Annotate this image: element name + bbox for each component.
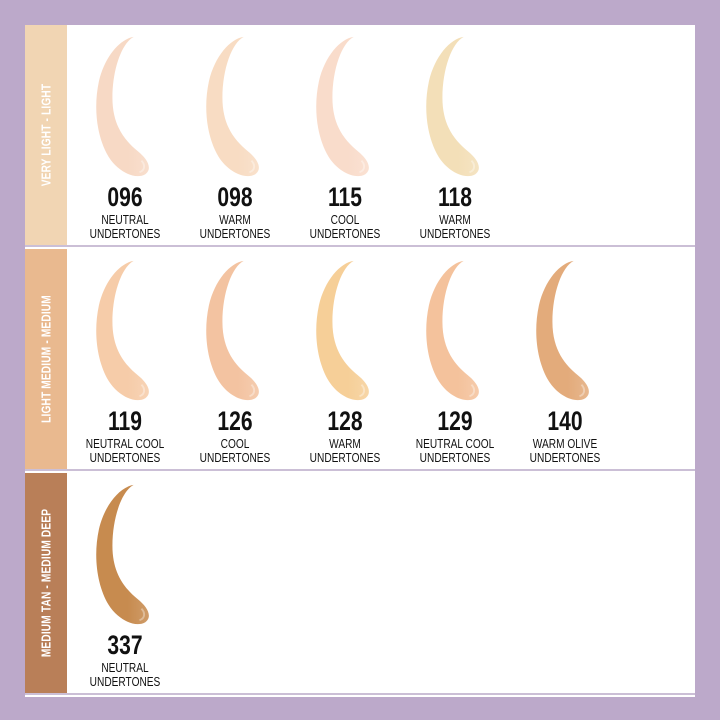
shade-code: 140: [547, 406, 583, 436]
shade-undertone: WARM UNDERTONES: [419, 212, 491, 241]
shade-undertone: NEUTRAL UNDERTONES: [89, 660, 161, 689]
category-label: VERY LIGHT - LIGHT: [38, 83, 54, 187]
shade-item: 096 NEUTRAL UNDERTONES: [70, 35, 180, 245]
shade-item: 140 WARM OLIVE UNDERTONES: [510, 259, 620, 469]
shade-swatch: [316, 36, 369, 177]
shade-chart: VERY LIGHT - LIGHT 096 NEUTRAL UNDERTONES…: [25, 25, 695, 697]
shade-undertone: NEUTRAL UNDERTONES: [89, 212, 161, 241]
shade-undertone: COOL UNDERTONES: [199, 436, 271, 465]
shade-code: 119: [108, 406, 142, 436]
shade-code: 128: [327, 406, 363, 436]
shade-item: 129 NEUTRAL COOL UNDERTONES: [400, 259, 510, 469]
shade-code: 115: [328, 182, 362, 212]
category-band: MEDIUM TAN - MEDIUM DEEP: [25, 473, 67, 693]
category-label: LIGHT MEDIUM - MEDIUM: [38, 295, 54, 423]
shade-swatch: [206, 260, 259, 401]
shade-code: 098: [217, 182, 253, 212]
shade-swatch: [96, 484, 149, 625]
shade-code: 126: [217, 406, 253, 436]
shade-undertone: NEUTRAL COOL UNDERTONES: [85, 436, 165, 465]
shade-item: 128 WARM UNDERTONES: [290, 259, 400, 469]
shade-swatch: [426, 260, 479, 401]
shade-code: 129: [437, 406, 473, 436]
shade-group-row: MEDIUM TAN - MEDIUM DEEP 337 NEUTRAL UNDE…: [25, 473, 695, 695]
shade-code: 118: [438, 182, 472, 212]
category-label: MEDIUM TAN - MEDIUM DEEP: [38, 508, 54, 658]
shade-undertone: WARM UNDERTONES: [199, 212, 271, 241]
shade-item: 337 NEUTRAL UNDERTONES: [70, 483, 180, 693]
shade-item: 098 WARM UNDERTONES: [180, 35, 290, 245]
shade-item: 115 COOL UNDERTONES: [290, 35, 400, 245]
shade-swatch: [426, 36, 479, 177]
shade-undertone: WARM UNDERTONES: [309, 436, 381, 465]
shade-group-row: LIGHT MEDIUM - MEDIUM 119 NEUTRAL COOL UN…: [25, 249, 695, 471]
shade-swatch: [536, 260, 589, 401]
shade-code: 337: [107, 630, 143, 660]
shade-code: 096: [107, 182, 143, 212]
shade-swatch: [206, 36, 259, 177]
shade-undertone: COOL UNDERTONES: [309, 212, 381, 241]
shade-undertone: WARM OLIVE UNDERTONES: [529, 436, 601, 465]
shade-swatch: [96, 260, 149, 401]
shade-item: 119 NEUTRAL COOL UNDERTONES: [70, 259, 180, 469]
shade-group-row: VERY LIGHT - LIGHT 096 NEUTRAL UNDERTONES…: [25, 25, 695, 247]
shade-item: 126 COOL UNDERTONES: [180, 259, 290, 469]
shade-undertone: NEUTRAL COOL UNDERTONES: [415, 436, 495, 465]
shade-swatch: [96, 36, 149, 177]
shade-item: 118 WARM UNDERTONES: [400, 35, 510, 245]
category-band: VERY LIGHT - LIGHT: [25, 25, 67, 245]
category-band: LIGHT MEDIUM - MEDIUM: [25, 249, 67, 469]
shade-swatch: [316, 260, 369, 401]
